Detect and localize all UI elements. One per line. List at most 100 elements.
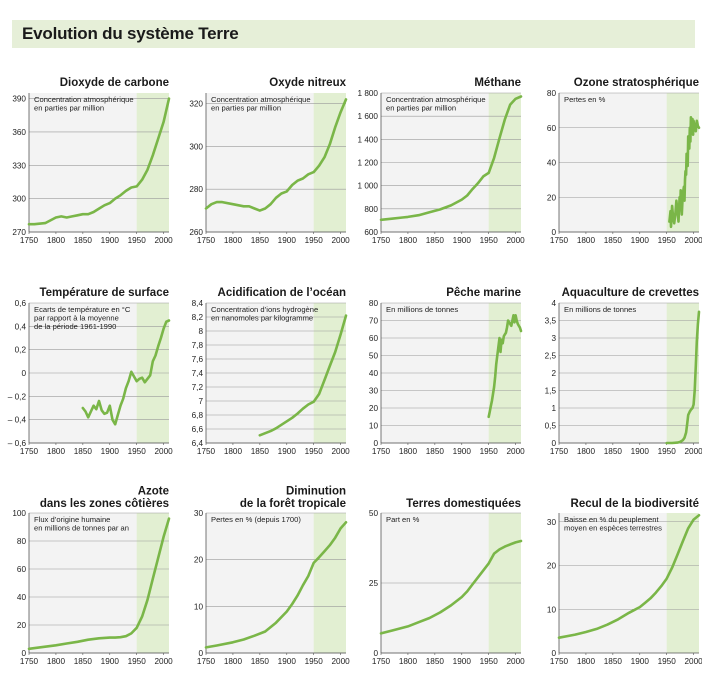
data-point	[417, 214, 420, 216]
data-point	[391, 629, 393, 632]
data-point	[157, 137, 159, 140]
data-point	[135, 380, 138, 383]
y-tick-label: 0	[21, 369, 26, 378]
chart-panel: 0 20 40 60 80 100 1750 1800 1850 1900 1950 2000 Flux…	[12, 486, 173, 667]
data-point	[677, 220, 680, 223]
data-point	[65, 642, 68, 645]
y-tick-label: 260	[189, 228, 203, 237]
y-tick-label: 30	[194, 509, 204, 518]
data-point	[345, 98, 347, 101]
series-description: de la période 1961-1990	[34, 322, 116, 331]
x-tick-label: 1950	[128, 447, 147, 456]
page-title: Evolution du système Terre	[22, 24, 239, 43]
y-tick-label: 7	[198, 397, 203, 406]
x-tick-label: 1850	[604, 657, 623, 666]
data-point	[323, 550, 326, 553]
data-point	[490, 405, 492, 408]
title-banner: Evolution du système Terre	[12, 20, 695, 48]
data-point	[498, 337, 501, 339]
x-tick-label: 1750	[197, 447, 216, 456]
data-point	[152, 360, 154, 363]
x-tick-label: 1750	[197, 236, 216, 245]
y-tick-label: 6,4	[192, 439, 204, 448]
y-tick-label: 1 400	[358, 135, 379, 144]
data-point	[138, 378, 141, 380]
data-point	[286, 610, 288, 613]
data-point	[688, 144, 690, 146]
data-point	[417, 621, 420, 623]
data-point	[676, 441, 679, 444]
data-point	[95, 408, 98, 411]
data-point	[628, 612, 630, 614]
data-point	[692, 403, 695, 406]
data-point	[291, 417, 294, 419]
data-point	[55, 216, 57, 219]
data-point	[106, 411, 108, 414]
data-point	[497, 346, 500, 348]
data-point	[242, 205, 245, 208]
y-tick-label: 300	[189, 142, 203, 151]
data-point	[168, 319, 170, 322]
data-point	[520, 330, 522, 332]
data-point	[501, 342, 504, 345]
data-point	[154, 354, 157, 357]
y-tick-label: 4	[551, 299, 556, 308]
series-description: Flux d’origine humaine	[34, 515, 110, 524]
data-point	[686, 423, 688, 425]
data-line	[668, 116, 701, 229]
x-tick-label: 1900	[278, 657, 297, 666]
y-tick-label: 20	[547, 193, 557, 202]
y-tick-label: 1 800	[358, 89, 379, 98]
data-point	[76, 214, 79, 217]
y-tick-label: 7,6	[192, 355, 204, 364]
y-tick-label: 100	[12, 509, 26, 518]
data-point	[639, 606, 641, 608]
x-tick-label: 2000	[155, 236, 174, 245]
series-description: Concentration atmosphérique	[386, 95, 486, 104]
chart-panel: – 0,6 – 0,4 – 0,2 0 0,2 0,4 0,6 1750 1800 1850 190…	[8, 287, 173, 456]
data-point	[691, 118, 694, 120]
data-point	[92, 404, 95, 407]
y-tick-label: 40	[547, 159, 557, 168]
data-point	[671, 205, 673, 207]
x-tick-label: 1850	[251, 236, 270, 245]
data-point	[696, 120, 698, 122]
series-description: Baisse en % du peuplement	[564, 515, 659, 524]
data-point	[505, 332, 507, 334]
data-point	[477, 576, 479, 579]
y-tick-label: 0	[21, 649, 26, 658]
data-point	[103, 413, 106, 415]
data-point	[482, 569, 485, 572]
y-tick-label: 320	[189, 100, 203, 109]
data-point	[55, 644, 57, 647]
data-point	[466, 194, 469, 197]
data-point	[512, 314, 515, 317]
data-point	[232, 203, 234, 205]
y-tick-label: 40	[369, 369, 379, 378]
data-point	[210, 203, 213, 205]
chart-title: Recul de la biodiversité	[571, 498, 699, 510]
x-tick-label: 1900	[453, 447, 472, 456]
chart-panel: 0 0,5 1 1,5 2 2,5 3 3,5 4 1750 1800 1850 1900 1950 200…	[545, 287, 702, 456]
data-point	[687, 527, 689, 530]
data-point	[269, 203, 272, 205]
y-tick-label: 360	[12, 128, 26, 137]
x-tick-label: 2000	[155, 657, 174, 666]
y-tick-label: 7,2	[192, 383, 204, 392]
y-tick-label: 8,4	[192, 299, 204, 308]
y-tick-label: 2	[551, 369, 556, 378]
data-point	[291, 184, 294, 186]
x-tick-label: 1900	[631, 236, 650, 245]
x-tick-label: 1850	[251, 657, 270, 666]
data-point	[689, 410, 691, 413]
data-point	[259, 209, 261, 212]
x-tick-label: 1900	[278, 447, 297, 456]
data-point	[407, 625, 409, 628]
data-point	[439, 208, 442, 211]
data-point	[678, 196, 681, 199]
data-point	[439, 611, 442, 614]
y-tick-label: 280	[189, 185, 203, 194]
data-point	[264, 630, 267, 633]
chart-panel: 600 800 1 000 1 200 1 400 1 600 1 800 1750 1800 1…	[358, 77, 526, 245]
y-tick-label: 300	[12, 195, 26, 204]
